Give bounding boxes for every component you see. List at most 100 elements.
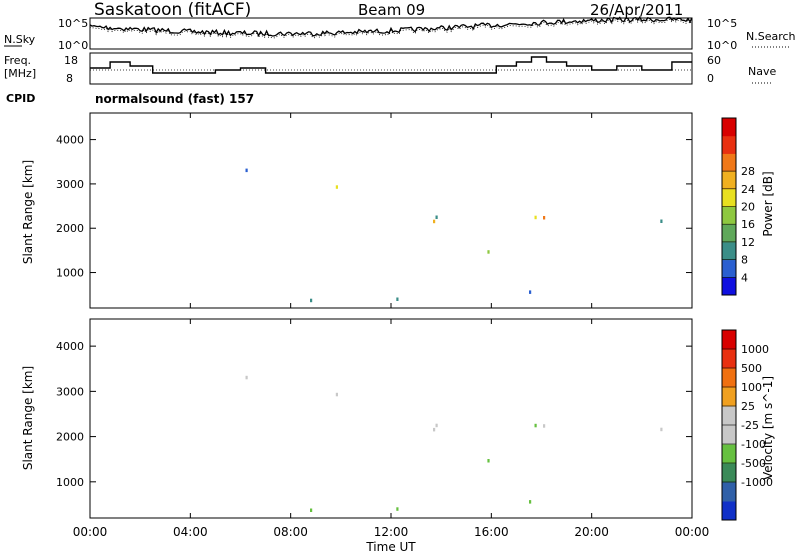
power-cell — [335, 185, 338, 189]
power-cell — [396, 297, 399, 301]
y-tick-label: 3000 — [56, 385, 84, 398]
colorbar-swatch — [722, 330, 736, 350]
noise-left-tick-top: 10^5 — [58, 17, 88, 30]
power-y-ticks: 1000 2000 3000 4000 — [56, 134, 692, 280]
velocity-cell — [534, 423, 537, 428]
velocity-y-ticks: 1000 2000 3000 4000 — [56, 340, 692, 489]
y-tick-label: 3000 — [56, 178, 84, 191]
colorbar-tick-label: -25 — [741, 419, 759, 432]
colorbar-tick-label: 16 — [741, 218, 755, 231]
x-tick-label: 00:00 — [675, 525, 710, 539]
noise-sky-line — [89, 15, 693, 37]
colorbar-swatch — [722, 501, 736, 521]
cpid-label: CPID — [6, 92, 35, 105]
velocity-colorbar-label: Velocity [m s^-1] — [761, 376, 775, 480]
beam-title: Beam 09 — [358, 1, 425, 19]
y-tick-label: 4000 — [56, 134, 84, 147]
power-colorbar-label: Power [dB] — [761, 171, 775, 236]
y-tick-label: 1000 — [56, 476, 84, 489]
velocity-panel-frame — [89, 318, 693, 519]
colorbar-swatch — [722, 368, 736, 388]
colorbar-swatch — [722, 259, 736, 278]
power-panel-frame — [89, 112, 693, 309]
freq-panel-frame — [89, 52, 693, 85]
freq-left-tick-bottom: 8 — [66, 72, 73, 85]
colorbar-tick-label: 8 — [741, 254, 748, 267]
velocity-ylabel: Slant Range [km] — [21, 366, 35, 470]
colorbar-tick-label: 28 — [741, 165, 755, 178]
cpid-value: normalsound (fast) 157 — [95, 92, 254, 106]
x-axis-ticks: 00:00 04:00 08:00 12:00 16:00 20:00 00:00 — [73, 113, 710, 539]
velocity-colorbar: 1000 500 100 25 -25 -100 -500 -1000 — [721, 329, 773, 521]
velocity-cell — [529, 500, 532, 504]
colorbar-swatch — [722, 387, 736, 407]
colorbar-tick-label: 4 — [741, 271, 748, 284]
colorbar-tick-label: 12 — [741, 236, 755, 249]
noise-right-label: N.Search — [746, 30, 796, 43]
noise-right-tick-bottom: 10^0 — [707, 39, 737, 52]
colorbar-swatch — [722, 171, 736, 190]
colorbar-tick-label: -1000 — [741, 476, 773, 489]
power-cell — [543, 216, 546, 220]
freq-right-tick-bottom: 0 — [707, 72, 714, 85]
x-axis-label: Time UT — [365, 540, 416, 554]
x-tick-label: 20:00 — [574, 525, 609, 539]
colorbar-swatch — [722, 482, 736, 502]
velocity-cell — [487, 459, 490, 463]
power-cell — [529, 290, 532, 294]
noise-right-tick-top: 10^5 — [707, 17, 737, 30]
colorbar-swatch — [722, 241, 736, 261]
y-tick-label: 2000 — [56, 222, 84, 235]
y-tick-label: 4000 — [56, 340, 84, 353]
power-cell — [310, 298, 313, 303]
colorbar-swatch — [722, 135, 736, 154]
y-tick-label: 1000 — [56, 267, 84, 280]
date-title: 26/Apr/2011 — [590, 1, 683, 19]
velocity-cell — [543, 424, 546, 428]
noise-search-line — [89, 18, 693, 39]
colorbar-tick-label: 24 — [741, 183, 755, 196]
colorbar-swatch — [722, 349, 736, 369]
colorbar-tick-label: 1000 — [741, 343, 769, 356]
colorbar-swatch — [722, 425, 736, 445]
x-tick-label: 00:00 — [73, 525, 108, 539]
colorbar-tick-label: -500 — [741, 457, 766, 470]
power-cell — [487, 250, 490, 254]
power-cell — [660, 219, 663, 223]
colorbar-swatch — [722, 444, 736, 464]
colorbar-tick-label: 500 — [741, 362, 762, 375]
velocity-cell — [435, 423, 438, 428]
colorbar-swatch — [722, 224, 736, 243]
freq-right-tick-top: 60 — [707, 54, 721, 67]
freq-left-tick-top: 18 — [64, 54, 78, 67]
station-title: Saskatoon (fitACF) — [94, 0, 251, 20]
freq-left-label-1: Freq. — [4, 54, 31, 67]
colorbar-tick-label: 100 — [741, 381, 762, 394]
velocity-cell — [310, 508, 313, 512]
power-cell — [534, 215, 537, 220]
power-ylabel: Slant Range [km] — [21, 160, 35, 264]
velocity-cell — [433, 427, 436, 432]
power-colorbar: 4 8 12 16 20 24 28 — [721, 117, 755, 296]
velocity-cell — [396, 507, 399, 511]
x-tick-label: 12:00 — [374, 525, 409, 539]
noise-panel-frame — [89, 17, 693, 50]
power-cell — [245, 168, 248, 173]
colorbar-swatch — [722, 406, 736, 426]
power-cell — [433, 219, 436, 224]
colorbar-swatch — [722, 188, 736, 207]
noise-left-label: N.Sky — [4, 33, 36, 46]
noise-left-tick-bottom: 10^0 — [58, 39, 88, 52]
colorbar-tick-label: -100 — [741, 438, 766, 451]
freq-left-label-2: [MHz] — [4, 67, 36, 80]
nave-label: Nave — [748, 65, 776, 78]
colorbar-swatch — [722, 118, 736, 137]
colorbar-swatch — [722, 463, 736, 483]
colorbar-swatch — [722, 277, 736, 296]
colorbar-tick-label: 20 — [741, 201, 755, 214]
x-tick-label: 08:00 — [273, 525, 308, 539]
velocity-cell — [660, 427, 663, 432]
velocity-heatmap-cells — [245, 375, 663, 512]
velocity-cell — [335, 392, 338, 397]
